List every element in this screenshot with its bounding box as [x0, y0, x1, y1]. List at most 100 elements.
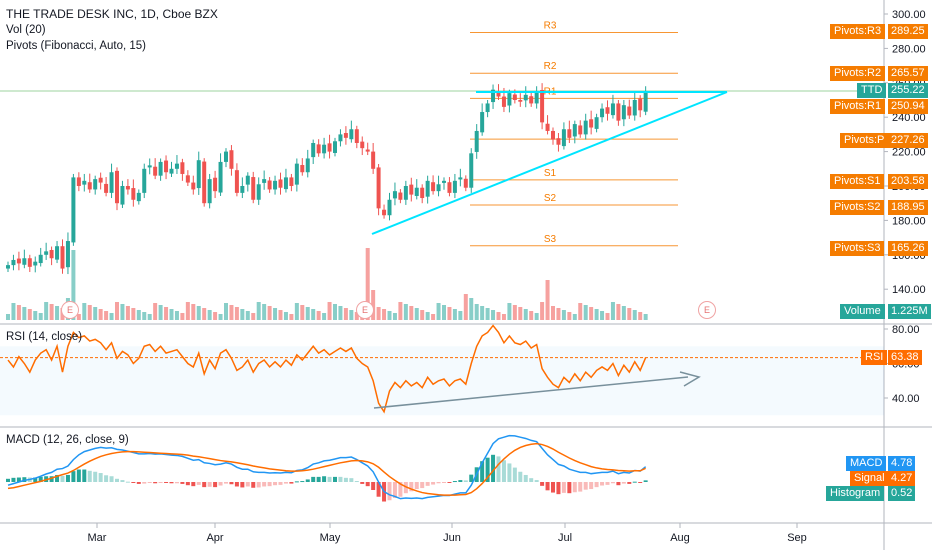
- macd-histogram-bar: [540, 482, 545, 486]
- candle-body: [55, 246, 60, 260]
- candle-body: [256, 184, 261, 200]
- earnings-marker[interactable]: E: [356, 301, 374, 319]
- candle-body: [360, 141, 365, 149]
- volume-bar: [632, 310, 637, 320]
- candle-body: [267, 180, 272, 190]
- candle-body: [131, 188, 136, 200]
- candle-body: [420, 187, 425, 199]
- volume-bar: [273, 308, 278, 320]
- macd-histogram-bar: [49, 476, 54, 482]
- candle-body: [512, 94, 517, 100]
- macd-histogram-bar: [480, 461, 485, 482]
- macd-histogram-bar: [191, 482, 196, 487]
- macd-histogram-bar: [71, 471, 76, 482]
- candle-body: [469, 153, 474, 188]
- earnings-marker[interactable]: E: [61, 301, 79, 319]
- macd-histogram-bar: [447, 482, 452, 483]
- candle-body: [409, 184, 414, 195]
- candle-body: [382, 209, 387, 216]
- volume-bar: [442, 305, 446, 320]
- pivot-tag-s3-value: 165.26: [888, 241, 928, 256]
- macd-histogram-bar: [109, 476, 114, 482]
- rsi-band: [0, 346, 884, 416]
- candle-body: [485, 103, 490, 113]
- volume-bar: [343, 308, 348, 320]
- macd-histogram-bar: [229, 482, 234, 485]
- pivots-indicator-label[interactable]: Pivots (Fibonacci, Auto, 15): [6, 40, 146, 52]
- candle-body: [109, 172, 114, 193]
- symbol-title[interactable]: THE TRADE DESK INC, 1D, Cboe BZX: [6, 7, 218, 21]
- candle-body: [164, 160, 169, 173]
- volume-bar: [104, 311, 109, 320]
- macd-histogram-bar: [267, 482, 272, 487]
- earnings-marker[interactable]: E: [698, 301, 716, 319]
- macd-histogram-bar: [169, 482, 174, 484]
- volume-bar: [136, 310, 141, 320]
- volume-bar: [414, 308, 419, 320]
- volume-bar: [218, 314, 223, 320]
- rsi-tag-label: RSI: [861, 350, 888, 365]
- candle-body: [180, 162, 185, 174]
- macd-histogram-bar: [420, 482, 425, 489]
- candle-body: [202, 161, 207, 204]
- macd-legend[interactable]: MACD (12, 26, close, 9): [6, 434, 129, 446]
- candle-body: [300, 165, 305, 173]
- volume-bar: [561, 310, 566, 320]
- volume-bar: [322, 313, 327, 320]
- candle-body: [224, 151, 228, 162]
- price-tick-label: 280.00: [892, 43, 926, 55]
- macd-histogram-bar: [589, 482, 594, 490]
- volume-bar: [169, 309, 174, 320]
- volume-bar: [572, 314, 577, 320]
- macd-histogram-bar: [442, 482, 446, 483]
- candle-body: [185, 175, 190, 183]
- volume-bar: [447, 307, 452, 320]
- candle-body: [278, 179, 283, 188]
- volume-bar: [551, 306, 555, 320]
- rsi-divergence-line: [373, 376, 689, 409]
- macd-histogram-bar: [55, 474, 60, 482]
- macd-histogram-bar: [632, 481, 637, 483]
- macd-histogram-bar: [518, 471, 523, 482]
- candle-body: [610, 103, 615, 116]
- price-tick-label: 180.00: [892, 215, 926, 227]
- candle-body: [218, 161, 223, 193]
- volume-bar: [452, 309, 457, 320]
- macd-histogram-bar: [349, 478, 354, 482]
- candle-body: [11, 259, 16, 266]
- candle-body: [120, 186, 125, 205]
- volume-indicator-label[interactable]: Vol (20): [6, 24, 46, 36]
- candle-body: [365, 149, 370, 152]
- volume-bar: [311, 309, 316, 320]
- macd-histogram-bar: [409, 482, 414, 492]
- volume-bar: [583, 305, 588, 320]
- volume-bar: [213, 312, 218, 320]
- candle-body: [572, 124, 577, 137]
- macd-histogram-bar: [567, 482, 572, 494]
- macd-histogram-bar: [76, 469, 81, 482]
- volume-bar: [153, 303, 158, 320]
- candle-body: [638, 98, 643, 111]
- volume-bar: [207, 310, 212, 320]
- volume-bar: [180, 313, 185, 320]
- rsi-legend[interactable]: RSI (14, close): [6, 331, 83, 343]
- macd-histogram-bar: [283, 482, 288, 484]
- macd-line: [7, 434, 647, 500]
- volume-bar: [529, 311, 534, 320]
- volume-bar: [567, 312, 572, 320]
- candle-body: [311, 143, 316, 158]
- macd-histogram-bar: [529, 478, 534, 482]
- macd-histogram-bar: [458, 480, 463, 482]
- macd-histogram-bar: [452, 481, 457, 483]
- macd-histogram-bar: [213, 482, 218, 488]
- time-tick-label: Mar: [88, 532, 107, 544]
- volume-bar: [425, 312, 430, 320]
- macd-histogram-bar: [22, 477, 27, 482]
- time-tick-label: Jun: [443, 532, 461, 544]
- candle-body: [501, 96, 506, 107]
- price-tick-label: 140.00: [892, 284, 926, 296]
- time-tick-label: Sep: [787, 532, 807, 544]
- histogram-tag-value: 0.52: [888, 486, 916, 501]
- macd-histogram-bar: [491, 454, 496, 482]
